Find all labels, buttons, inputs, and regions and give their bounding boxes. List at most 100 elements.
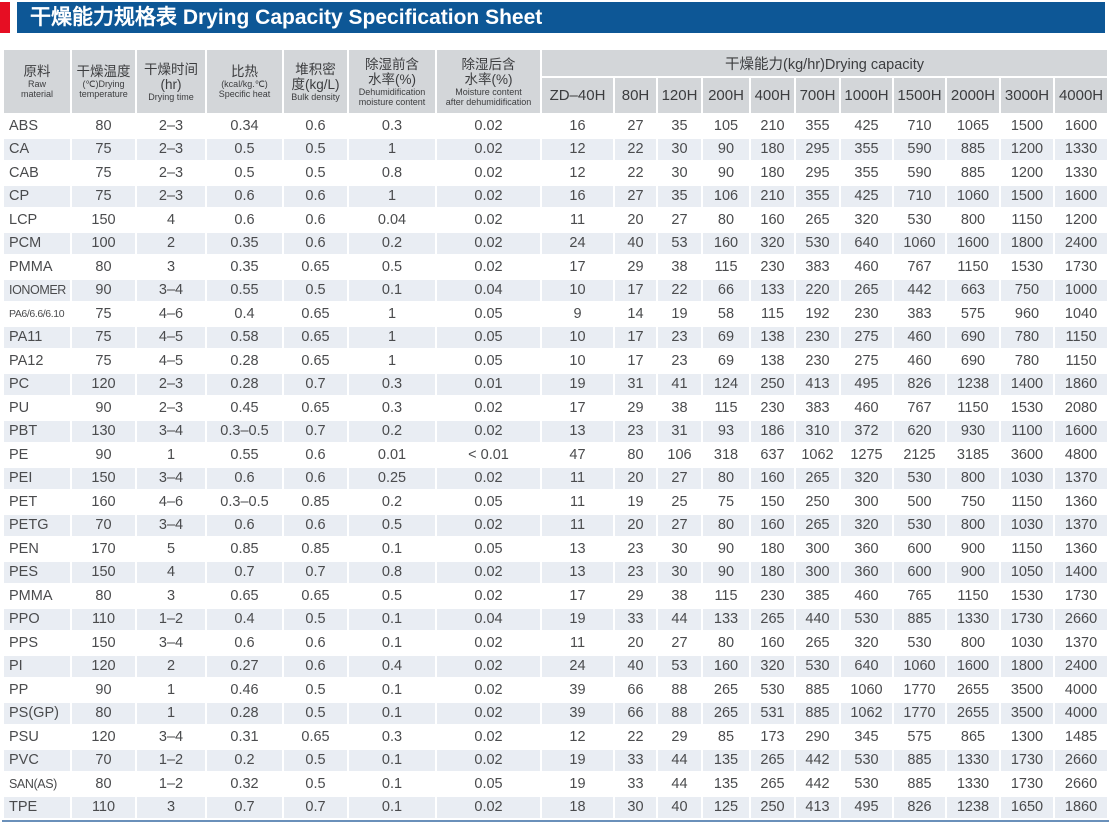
spec-cell: 0.02 bbox=[437, 655, 540, 677]
capacity-cell: 300 bbox=[796, 538, 839, 560]
capacity-cell: 22 bbox=[615, 162, 656, 184]
capacity-cell: 1062 bbox=[796, 444, 839, 466]
capacity-cell: 265 bbox=[796, 467, 839, 489]
spec-cell: 0.5 bbox=[207, 138, 282, 160]
capacity-cell: 4800 bbox=[1055, 444, 1108, 466]
capacity-cell: 1330 bbox=[947, 608, 999, 630]
capacity-cell: 442 bbox=[796, 749, 839, 771]
material-cell: PBT bbox=[4, 420, 70, 442]
spec-cell: 0.6 bbox=[284, 514, 347, 536]
spec-cell: 90 bbox=[72, 444, 135, 466]
header-line-zh: 堆积密 bbox=[295, 61, 336, 77]
capacity-cell: 180 bbox=[751, 538, 794, 560]
capacity-cell: 900 bbox=[947, 561, 999, 583]
capacity-cell: 69 bbox=[703, 350, 749, 372]
spec-cell: 75 bbox=[72, 138, 135, 160]
table-row: PES 150 4 0.7 0.7 0.8 0.02 13 23 30 90 180 300 360 600… bbox=[4, 561, 1108, 583]
capacity-cell: 44 bbox=[658, 608, 701, 630]
capacity-cell: 20 bbox=[615, 209, 656, 231]
spec-cell: 150 bbox=[72, 561, 135, 583]
capacity-cell: 39 bbox=[542, 679, 613, 701]
capacity-cell: 230 bbox=[796, 326, 839, 348]
material-cell: LCP bbox=[4, 209, 70, 231]
capacity-cell: 19 bbox=[658, 303, 701, 325]
spec-cell: 0.02 bbox=[437, 679, 540, 701]
capacity-cell: 1800 bbox=[1001, 232, 1053, 254]
capacity-cell: 1730 bbox=[1055, 256, 1108, 278]
capacity-cell: 780 bbox=[1001, 326, 1053, 348]
spec-cell: 0.5 bbox=[284, 749, 347, 771]
capacity-cell: 80 bbox=[703, 209, 749, 231]
spec-cell: 3–4 bbox=[137, 467, 205, 489]
capacity-cell: 23 bbox=[615, 420, 656, 442]
table-row: PPS 150 3–4 0.6 0.6 0.1 0.02 11 20 27 80 160 265 320 5… bbox=[4, 632, 1108, 654]
spec-cell: 150 bbox=[72, 209, 135, 231]
spec-cell: 1 bbox=[349, 185, 435, 207]
header-line-en: Drying time bbox=[148, 91, 194, 102]
spec-cell: 0.6 bbox=[284, 632, 347, 654]
capacity-cell: 24 bbox=[542, 655, 613, 677]
capacity-cell: 460 bbox=[841, 256, 892, 278]
capacity-cell: 275 bbox=[841, 350, 892, 372]
spec-cell: 0.02 bbox=[437, 115, 540, 137]
table-row: PMMA 80 3 0.35 0.65 0.5 0.02 17 29 38 115 230 383 460… bbox=[4, 256, 1108, 278]
capacity-cell: 220 bbox=[796, 279, 839, 301]
capacity-cell: 320 bbox=[841, 209, 892, 231]
spec-cell: 0.7 bbox=[284, 796, 347, 818]
material-cell: PS(GP) bbox=[4, 702, 70, 724]
spec-cell: 0.55 bbox=[207, 279, 282, 301]
spec-cell: 0.5 bbox=[284, 679, 347, 701]
capacity-cell: 413 bbox=[796, 796, 839, 818]
capacity-cell: 2655 bbox=[947, 702, 999, 724]
spec-cell: 0.6 bbox=[207, 209, 282, 231]
capacity-cell: 590 bbox=[894, 138, 945, 160]
spec-cell: 0.31 bbox=[207, 726, 282, 748]
capacity-cell: 383 bbox=[894, 303, 945, 325]
capacity-cell: 460 bbox=[894, 326, 945, 348]
capacity-cell: 383 bbox=[796, 397, 839, 419]
capacity-cell: 80 bbox=[615, 444, 656, 466]
capacity-cell: 1200 bbox=[1001, 138, 1053, 160]
spec-cell: 0.6 bbox=[284, 185, 347, 207]
capacity-cell: 4000 bbox=[1055, 702, 1108, 724]
spec-cell: 90 bbox=[72, 397, 135, 419]
capacity-cell: 1860 bbox=[1055, 373, 1108, 395]
material-cell: IONOMER bbox=[4, 279, 70, 301]
capacity-cell: 1800 bbox=[1001, 655, 1053, 677]
table-row: PU 90 2–3 0.45 0.65 0.3 0.02 17 29 38 115 230 383 460… bbox=[4, 397, 1108, 419]
capacity-cell: 1530 bbox=[1001, 256, 1053, 278]
capacity-cell: 16 bbox=[542, 115, 613, 137]
capacity-cell: 173 bbox=[751, 726, 794, 748]
capacity-cell: 66 bbox=[703, 279, 749, 301]
table-row: PP 90 1 0.46 0.5 0.1 0.02 39 66 88 265 530 885 1060 17… bbox=[4, 679, 1108, 701]
capacity-cell: 1360 bbox=[1055, 491, 1108, 513]
spec-cell: 2 bbox=[137, 655, 205, 677]
capacity-cell: 1150 bbox=[947, 256, 999, 278]
header-line-en: Specific heat bbox=[218, 89, 271, 99]
capacity-cell: 530 bbox=[894, 467, 945, 489]
capacity-cell: 3185 bbox=[947, 444, 999, 466]
spec-cell: 75 bbox=[72, 185, 135, 207]
capacity-cell: 265 bbox=[751, 773, 794, 795]
material-cell: PE bbox=[4, 444, 70, 466]
capacity-cell: 530 bbox=[894, 632, 945, 654]
header-line-zh: 干燥时间 bbox=[144, 61, 198, 77]
spec-cell: 0.05 bbox=[437, 326, 540, 348]
capacity-cell: 320 bbox=[841, 514, 892, 536]
header-line-zh: 比热 bbox=[231, 64, 258, 79]
spec-cell: 1–2 bbox=[137, 608, 205, 630]
model-header: 3000H bbox=[1001, 78, 1053, 113]
spec-cell: 0.32 bbox=[207, 773, 282, 795]
header-row-1: 原料 Raw material 干燥温度 (℃)Drying temperature 干燥时… bbox=[4, 50, 1108, 113]
spec-cell: 0.1 bbox=[349, 279, 435, 301]
model-header: 1000H bbox=[841, 78, 892, 113]
spec-cell: 0.01 bbox=[349, 444, 435, 466]
capacity-cell: 18 bbox=[542, 796, 613, 818]
capacity-cell: 23 bbox=[615, 538, 656, 560]
capacity-cell: 17 bbox=[542, 256, 613, 278]
header-line-en: Moisture content bbox=[455, 86, 522, 97]
capacity-cell: 1150 bbox=[1001, 491, 1053, 513]
spec-cell: 3–4 bbox=[137, 279, 205, 301]
spec-cell: 100 bbox=[72, 232, 135, 254]
capacity-cell: 125 bbox=[703, 796, 749, 818]
